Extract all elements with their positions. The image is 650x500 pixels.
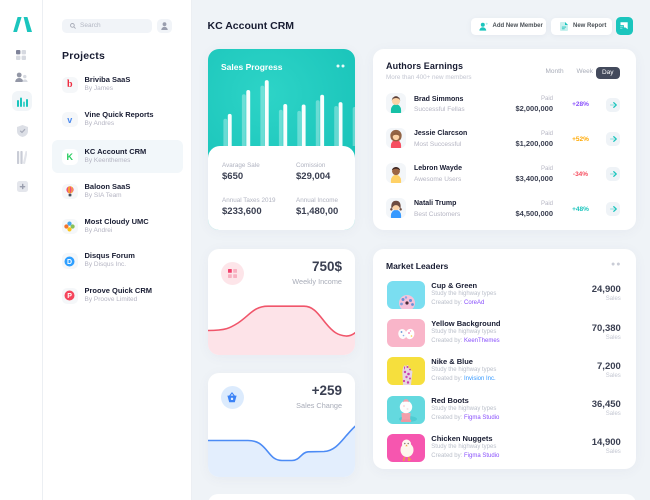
svg-text:P: P — [67, 293, 72, 300]
svg-text:D: D — [67, 259, 72, 266]
